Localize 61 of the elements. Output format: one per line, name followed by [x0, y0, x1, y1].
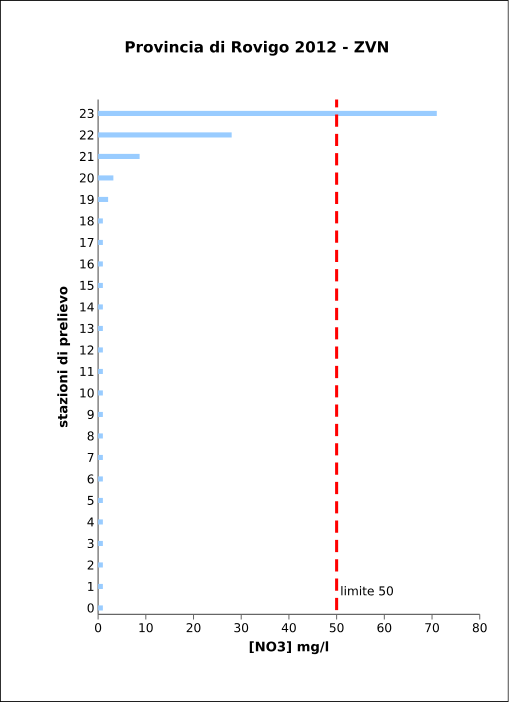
- bar: [98, 347, 104, 352]
- y-tick-label: 16: [80, 259, 94, 269]
- bar: [98, 282, 104, 288]
- bar: [98, 562, 104, 568]
- y-tick-label: 6: [88, 474, 94, 484]
- y-tick-label: 13: [80, 324, 94, 334]
- x-tick-label: 80: [473, 623, 487, 632]
- bar: [98, 132, 232, 138]
- y-tick-label: 21: [80, 152, 94, 161]
- bar: [98, 433, 104, 438]
- y-tick-label: 17: [80, 238, 94, 247]
- y-tick-label: 10: [80, 388, 94, 398]
- y-tick-label: 23: [80, 108, 94, 118]
- bar: [98, 261, 104, 266]
- y-tick-label: 7: [88, 453, 94, 462]
- bar: [98, 390, 104, 396]
- y-tick-label: 3: [88, 538, 94, 548]
- y-tick-label: 11: [80, 367, 94, 376]
- y-axis-title: stazioni di prelievo: [57, 286, 70, 428]
- y-tick-label: 4: [88, 518, 94, 526]
- bar: [98, 304, 104, 310]
- x-tick-label: 20: [186, 623, 201, 632]
- x-tick-label: 10: [140, 623, 153, 632]
- y-tick-label: 15: [80, 280, 94, 290]
- y-tick-label: 0: [88, 603, 94, 613]
- bar: [98, 240, 104, 245]
- x-tick-label: 60: [378, 623, 392, 632]
- y-tick-label: 9: [88, 410, 94, 420]
- x-tick-label: 30: [234, 623, 248, 632]
- ref-line-label: limite 50: [342, 586, 394, 596]
- bar: [98, 412, 104, 417]
- bar: [98, 196, 108, 202]
- bar: [98, 154, 140, 159]
- y-tick-label: 5: [88, 496, 94, 505]
- y-tick-label: 18: [80, 216, 94, 226]
- bar: [98, 498, 104, 503]
- bar: [98, 218, 104, 224]
- bar: [98, 110, 437, 116]
- y-tick-label: 8: [88, 431, 94, 441]
- bar: [98, 326, 104, 331]
- chart-title: Provincia di Rovigo 2012 - ZVN: [126, 40, 388, 56]
- y-tick-label: 20: [80, 173, 94, 183]
- bar: [98, 519, 104, 524]
- x-tick-label: 0: [95, 623, 102, 632]
- bar: [98, 454, 104, 460]
- y-tick-label: 2: [88, 560, 94, 570]
- bar: [98, 584, 104, 589]
- bar: [98, 175, 114, 180]
- x-axis-title: [NO3] mg/l: [250, 641, 328, 654]
- y-tick-label: 22: [80, 130, 94, 140]
- bar: [98, 476, 104, 482]
- y-tick-label: 19: [80, 194, 94, 204]
- bar: [98, 605, 104, 611]
- y-tick-label: 1: [88, 582, 94, 591]
- bar: [98, 368, 104, 374]
- x-tick-label: 50: [330, 623, 344, 632]
- x-tick-label: 70: [425, 623, 440, 632]
- y-tick-label: 14: [80, 302, 94, 312]
- y-tick-label: 12: [80, 345, 94, 354]
- x-tick-label: 40: [282, 623, 296, 632]
- bar: [98, 540, 104, 546]
